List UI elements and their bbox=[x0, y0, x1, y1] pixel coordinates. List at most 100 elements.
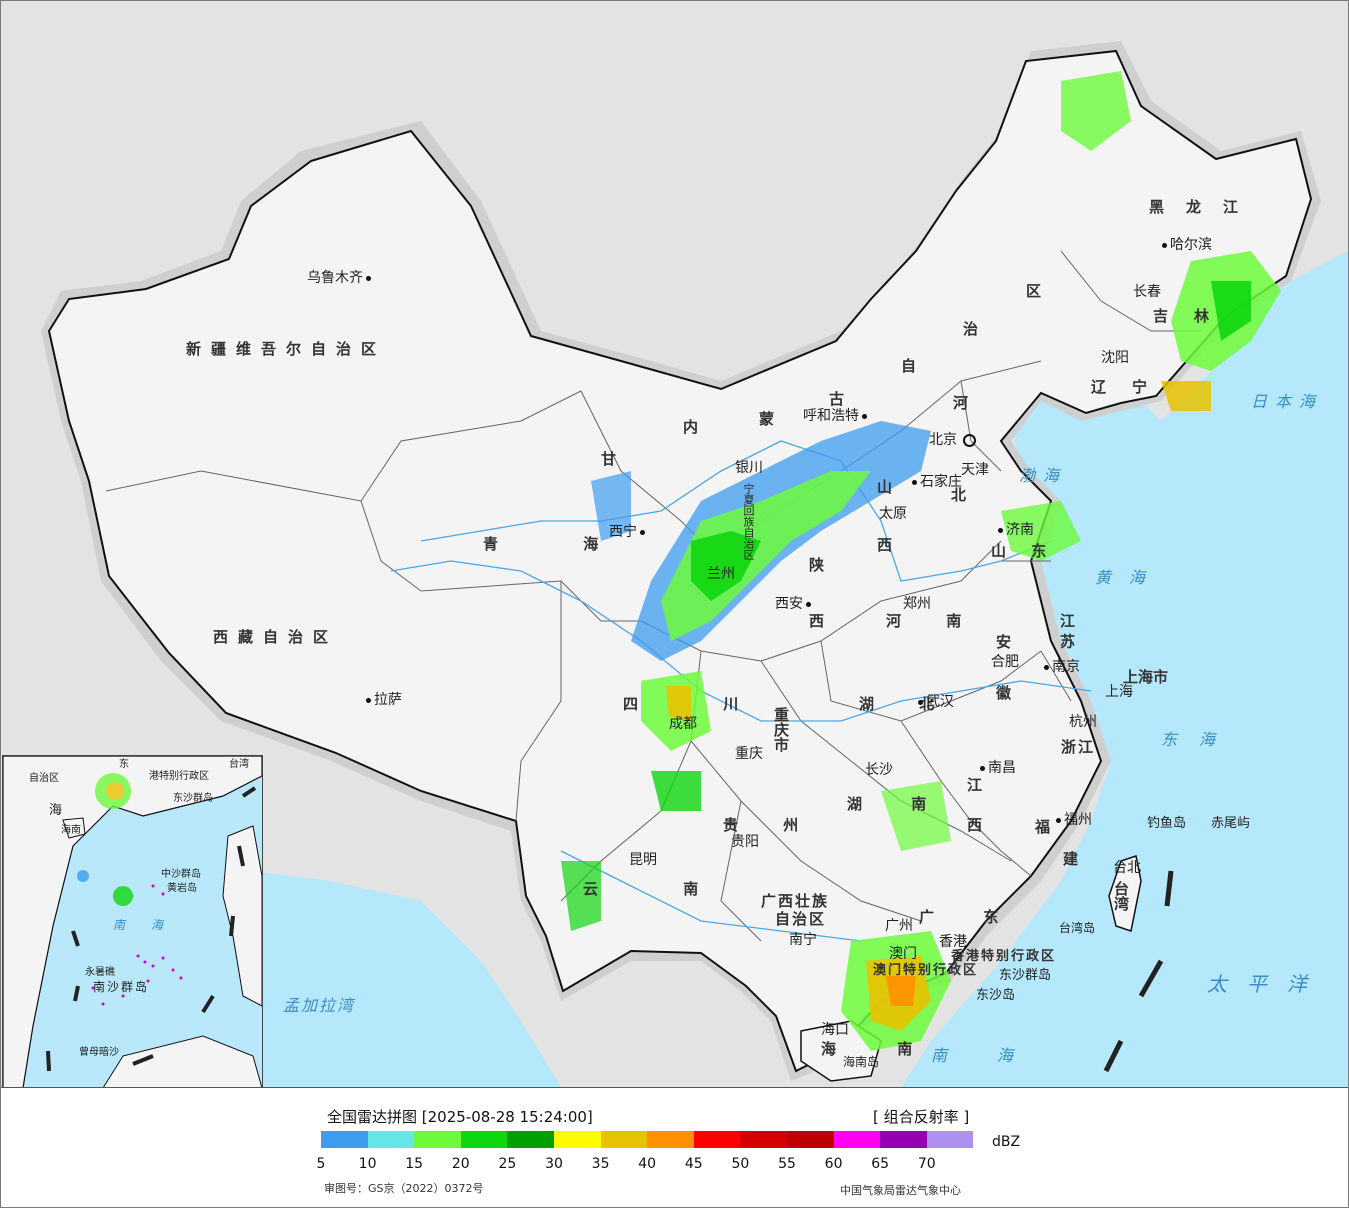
province-label-zhejiang: 浙江 bbox=[1061, 738, 1096, 756]
city-marker bbox=[640, 529, 645, 535]
island-hainandao: 海南岛 bbox=[843, 1055, 880, 1069]
province-label-liaoning: 辽宁 bbox=[1091, 378, 1174, 396]
color-swatch bbox=[926, 1131, 974, 1148]
scale-tick-label: 70 bbox=[917, 1156, 936, 1172]
province-label-heilongjiang: 黑龙江 bbox=[1149, 198, 1261, 216]
sea-label-nanhai: 南海 bbox=[931, 1046, 1064, 1065]
city-aomen: 澳门 bbox=[889, 946, 917, 962]
province-label-neimenggu-1: 内 bbox=[683, 418, 709, 436]
scale-tick-label: 65 bbox=[871, 1156, 890, 1172]
province-label-guangxi-2: 自治区 bbox=[775, 910, 827, 928]
color-swatch bbox=[880, 1131, 927, 1148]
province-label-jiangxi-2: 西 bbox=[967, 816, 993, 834]
province-label-gansu: 甘 bbox=[601, 450, 627, 468]
city-urumqi: 乌鲁木齐 bbox=[307, 271, 374, 285]
city-marker bbox=[1056, 817, 1061, 823]
province-label-yunnan: 云 南 bbox=[583, 880, 739, 898]
color-swatch bbox=[321, 1131, 368, 1148]
province-label-qinghai: 青 海 bbox=[483, 535, 639, 553]
scale-tick-label: 30 bbox=[545, 1156, 563, 1172]
city-haikou: 海口 bbox=[821, 1022, 849, 1038]
city-xianggang: 香港 bbox=[939, 934, 967, 950]
city-taiyuan: 太原 bbox=[879, 506, 907, 522]
inset-borneo bbox=[103, 1035, 262, 1087]
city-lanzhou: 兰州 bbox=[707, 566, 735, 582]
scale-tick-label: 40 bbox=[638, 1156, 657, 1172]
taiwan-island bbox=[1108, 855, 1142, 932]
color-swatch bbox=[460, 1131, 508, 1148]
sea-label-bohai: 渤海 bbox=[1019, 466, 1068, 485]
province-label-hebei-1: 河 bbox=[953, 394, 979, 412]
city-changsha: 长沙 bbox=[865, 762, 893, 778]
sea-label-taipingyang: 太平洋 bbox=[1207, 972, 1327, 996]
city-marker bbox=[912, 479, 917, 485]
province-label-shaanxi-1: 陕 bbox=[809, 556, 835, 574]
province-label-chongqing: 重庆市 bbox=[772, 707, 790, 752]
province-label-hubei: 湖 北 bbox=[859, 695, 955, 713]
city-nanjing: 南京 bbox=[1041, 660, 1080, 674]
city-zhengzhou: 郑州 bbox=[903, 596, 931, 612]
color-swatch bbox=[414, 1131, 461, 1148]
inset-label-hainan: 海南 bbox=[61, 825, 81, 836]
scale-tick-label: 45 bbox=[684, 1156, 703, 1172]
island-chiwei: 赤尾屿 bbox=[1211, 816, 1251, 831]
map-area[interactable]: 新疆维吾尔自治区 西藏自治区 青 海 甘 内 蒙 古 自 治 区 黑龙江 吉林 … bbox=[1, 1, 1348, 1088]
province-label-xinjiang: 新疆维吾尔自治区 bbox=[186, 340, 387, 358]
province-label-shandong: 山 东 bbox=[991, 542, 1057, 560]
echo-shandong bbox=[1001, 501, 1081, 561]
province-label-neimenggu-2: 蒙 bbox=[759, 410, 785, 428]
city-yinchuan: 银川 bbox=[735, 460, 763, 476]
province-label-anhui-1: 安 bbox=[996, 633, 1022, 651]
inset-label-yongshu: 永暑礁 bbox=[85, 967, 115, 978]
city-marker bbox=[862, 413, 867, 419]
inset-label-zizhiqu: 自治区 bbox=[29, 773, 59, 784]
inset-land-mainland bbox=[3, 756, 262, 1087]
city-wuhan: 武汉 bbox=[915, 695, 954, 709]
city-jinan: 济南 bbox=[995, 523, 1034, 537]
inset-philippines bbox=[222, 825, 262, 1007]
inset-hainan bbox=[62, 817, 86, 839]
city-beijing: 北京 bbox=[929, 433, 976, 447]
color-swatch bbox=[600, 1131, 648, 1148]
sea-of-japan bbox=[1251, 251, 1348, 501]
city-lhasa: 拉萨 bbox=[363, 693, 402, 707]
inset-canvas bbox=[3, 756, 262, 1087]
inset-label-zhongsha: 中沙群岛 bbox=[161, 869, 201, 880]
city-hefei: 合肥 bbox=[991, 654, 1019, 670]
scale-tick-label: 5 bbox=[316, 1156, 326, 1172]
province-label-shanxi-1: 山 bbox=[877, 478, 903, 496]
city-shijiazhuang: 石家庄 bbox=[909, 475, 962, 489]
echo-northeast-core bbox=[1211, 281, 1251, 341]
city-tianjin: 天津 bbox=[961, 462, 989, 478]
sea-label-mengjiala: 孟加拉湾 bbox=[283, 996, 356, 1015]
scale-tick-label: 55 bbox=[778, 1156, 796, 1172]
city-marker bbox=[1044, 664, 1049, 670]
city-marker bbox=[998, 527, 1003, 533]
approval-number: 审图号：GS京（2022）0372号 bbox=[324, 1182, 484, 1195]
city-marker bbox=[366, 275, 371, 281]
city-chengdu: 成都 bbox=[669, 716, 697, 732]
unit-label: dBZ bbox=[992, 1134, 1021, 1150]
province-label-guangxi-1: 广西壮族 bbox=[761, 892, 830, 910]
scale-tick-label: 50 bbox=[731, 1156, 750, 1172]
echo-north-band-strong bbox=[691, 531, 761, 601]
scale-tick-label: 60 bbox=[824, 1156, 843, 1172]
province-label-taiwan: 台湾 bbox=[1112, 881, 1130, 911]
city-xian: 西安 bbox=[775, 597, 814, 611]
scale-tick-label: 35 bbox=[591, 1156, 610, 1172]
city-hangzhou: 杭州 bbox=[1069, 714, 1097, 730]
color-swatch bbox=[693, 1131, 741, 1148]
echo-guangdong-strong bbox=[886, 976, 916, 1006]
city-marker bbox=[1162, 242, 1167, 248]
inset-label-zengmu: 曾母暗沙 bbox=[79, 1047, 119, 1058]
inset-sea-label: 南海 bbox=[113, 918, 190, 932]
city-nanning: 南宁 bbox=[789, 932, 817, 948]
island-taiwandao: 台湾岛 bbox=[1059, 921, 1096, 935]
island-dongsha-qundao: 东沙群岛 bbox=[999, 968, 1052, 983]
city-marker bbox=[918, 699, 923, 705]
color-swatch bbox=[507, 1131, 554, 1148]
color-swatch bbox=[833, 1131, 881, 1148]
sea-label-huanghai: 黄海 bbox=[1095, 568, 1164, 587]
echo-yunnan bbox=[561, 861, 601, 931]
